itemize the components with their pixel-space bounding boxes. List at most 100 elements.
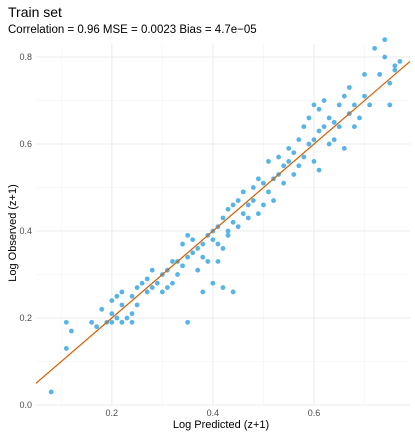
data-point bbox=[296, 163, 302, 169]
data-point bbox=[200, 254, 206, 260]
data-point bbox=[129, 311, 135, 317]
data-point bbox=[114, 293, 120, 299]
data-point bbox=[185, 254, 191, 260]
data-point bbox=[220, 215, 226, 221]
data-point bbox=[261, 202, 266, 208]
data-point bbox=[367, 102, 372, 108]
data-point bbox=[230, 202, 236, 208]
data-point bbox=[346, 85, 352, 90]
data-point bbox=[250, 198, 256, 203]
data-point bbox=[149, 267, 155, 273]
data-point bbox=[240, 189, 246, 195]
data-point bbox=[144, 276, 150, 282]
data-point bbox=[149, 285, 155, 290]
data-point bbox=[321, 98, 327, 103]
data-point bbox=[382, 54, 388, 60]
data-point bbox=[235, 224, 241, 230]
points bbox=[48, 37, 403, 395]
data-point bbox=[134, 285, 140, 290]
fit-line-group bbox=[35, 60, 411, 384]
x-tick-label: 0.6 bbox=[308, 408, 321, 418]
data-point bbox=[352, 124, 357, 130]
data-point bbox=[276, 154, 281, 160]
data-point bbox=[311, 102, 317, 108]
y-tick-label: 0.0 bbox=[19, 400, 32, 410]
data-point bbox=[316, 106, 322, 112]
data-point bbox=[225, 232, 231, 238]
x-tick-label: 0.2 bbox=[106, 408, 119, 418]
data-point bbox=[180, 263, 185, 269]
data-point bbox=[362, 72, 367, 77]
data-point bbox=[139, 280, 145, 286]
data-point bbox=[154, 280, 160, 286]
data-point bbox=[200, 241, 206, 247]
data-point bbox=[114, 315, 120, 321]
data-point bbox=[165, 285, 170, 290]
data-point bbox=[225, 206, 231, 212]
data-point bbox=[261, 180, 266, 186]
data-point bbox=[316, 128, 322, 134]
data-point bbox=[281, 180, 287, 186]
data-point bbox=[291, 150, 297, 156]
data-point bbox=[195, 246, 201, 251]
y-tick-label: 0.6 bbox=[19, 139, 32, 149]
data-point bbox=[119, 319, 125, 325]
data-point bbox=[311, 159, 317, 164]
data-point bbox=[89, 319, 94, 325]
data-point bbox=[94, 324, 100, 330]
data-point bbox=[185, 232, 191, 238]
y-tick-label: 0.2 bbox=[19, 313, 32, 323]
data-point bbox=[296, 137, 302, 143]
data-point bbox=[205, 259, 211, 264]
y-ticks: 0.0 0.2 0.4 0.6 0.8 bbox=[19, 52, 32, 410]
data-point bbox=[255, 211, 261, 217]
data-point bbox=[326, 141, 332, 147]
data-point bbox=[286, 159, 292, 164]
data-point bbox=[316, 167, 322, 173]
x-tick-label: 0.4 bbox=[207, 408, 220, 418]
data-point bbox=[341, 93, 347, 99]
data-point bbox=[220, 246, 226, 251]
data-point bbox=[220, 285, 226, 290]
data-point bbox=[195, 267, 201, 273]
data-point bbox=[180, 241, 185, 247]
data-point bbox=[230, 219, 236, 225]
data-point bbox=[170, 259, 175, 264]
data-point bbox=[306, 115, 312, 121]
data-point bbox=[266, 189, 271, 195]
data-point bbox=[210, 237, 216, 243]
data-point bbox=[235, 198, 241, 203]
data-point bbox=[63, 346, 69, 351]
data-point bbox=[357, 115, 362, 121]
y-tick-label: 0.4 bbox=[19, 226, 32, 236]
data-point bbox=[341, 145, 347, 151]
data-point bbox=[291, 172, 297, 177]
data-point bbox=[331, 119, 337, 125]
data-point bbox=[215, 259, 221, 264]
data-point bbox=[245, 202, 251, 208]
data-point bbox=[331, 137, 337, 143]
fit-line bbox=[35, 60, 411, 384]
data-point bbox=[306, 141, 312, 147]
x-ticks: 0.2 0.4 0.6 bbox=[106, 408, 321, 418]
data-point bbox=[134, 302, 140, 308]
data-point bbox=[240, 211, 246, 217]
data-point bbox=[362, 93, 367, 99]
data-point bbox=[266, 159, 271, 164]
data-point bbox=[286, 145, 292, 151]
data-point bbox=[48, 389, 54, 395]
data-point bbox=[230, 289, 236, 295]
data-point bbox=[301, 154, 307, 160]
data-point bbox=[336, 102, 342, 108]
data-point bbox=[119, 302, 125, 308]
data-point bbox=[281, 163, 287, 169]
chart-title: Train set bbox=[8, 4, 62, 20]
data-point bbox=[99, 306, 105, 312]
data-point bbox=[109, 311, 115, 317]
data-point bbox=[68, 328, 74, 334]
data-point bbox=[392, 67, 398, 73]
data-point bbox=[200, 289, 206, 295]
data-point bbox=[255, 176, 261, 182]
data-point bbox=[387, 102, 393, 108]
data-point bbox=[301, 124, 307, 130]
